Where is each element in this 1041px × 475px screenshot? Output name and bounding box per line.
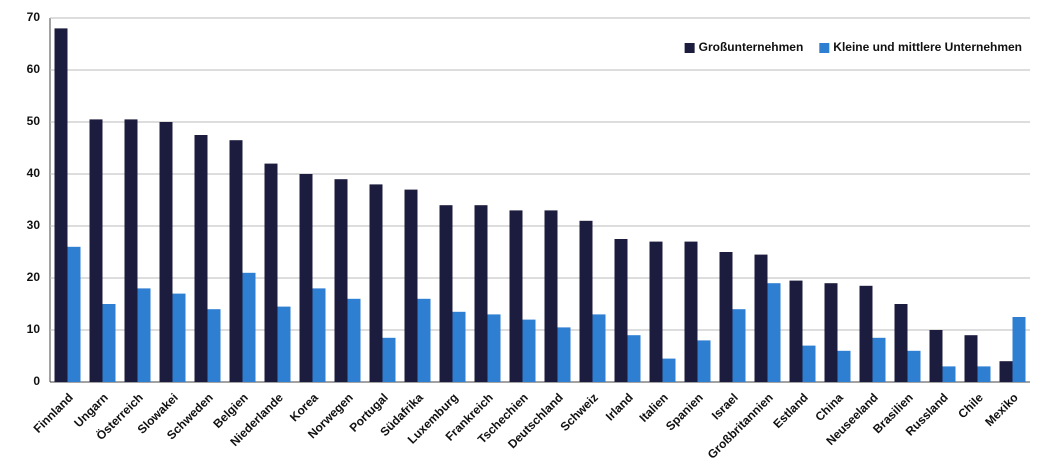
- bar: [452, 311, 466, 382]
- bar: [719, 252, 733, 382]
- bar: [194, 135, 208, 382]
- bar: [264, 163, 278, 382]
- x-tick-label: Finnland: [31, 390, 76, 435]
- bar: [54, 28, 68, 383]
- bar: [417, 298, 431, 382]
- bar: [859, 285, 873, 382]
- y-tick-label: 0: [33, 374, 40, 388]
- bar: [312, 288, 326, 382]
- bar: [964, 335, 978, 382]
- x-tick-label: Schweiz: [557, 390, 600, 433]
- y-tick-label: 60: [27, 62, 41, 76]
- bar: [579, 220, 593, 382]
- bar: [837, 350, 851, 382]
- bar: [404, 189, 418, 382]
- bar: [522, 319, 536, 382]
- x-tick-label: Israel: [709, 390, 741, 422]
- bar: [732, 309, 746, 382]
- x-tick-label: Mexiko: [982, 390, 1021, 429]
- bar: [102, 304, 116, 382]
- bar: [789, 280, 803, 382]
- y-tick-label: 40: [27, 166, 41, 180]
- bar: [942, 366, 956, 382]
- y-tick-label: 30: [27, 218, 41, 232]
- bar: [614, 239, 628, 382]
- bar: [627, 335, 641, 382]
- bar: [662, 358, 676, 382]
- bar: [684, 241, 698, 382]
- bar: [474, 205, 488, 382]
- bar: [382, 337, 396, 382]
- x-tick-label: China: [812, 390, 846, 424]
- bar: [172, 293, 186, 382]
- bar: [299, 174, 313, 382]
- bar: [369, 184, 383, 382]
- legend-label: Kleine und mittlere Unternehmen: [833, 40, 1022, 54]
- bar: [802, 345, 816, 382]
- y-tick-label: 50: [27, 114, 41, 128]
- bar: [544, 210, 558, 382]
- bar: [767, 283, 781, 382]
- bar: [159, 122, 173, 382]
- x-tick-label: Irland: [603, 390, 636, 423]
- bar: [824, 283, 838, 382]
- bar: [977, 366, 991, 382]
- x-tick-label: Chile: [955, 390, 986, 421]
- bar: [347, 298, 361, 382]
- y-tick-label: 70: [27, 10, 41, 24]
- bar: [509, 210, 523, 382]
- legend-swatch: [684, 43, 695, 53]
- bar: [439, 205, 453, 382]
- bar: [649, 241, 663, 382]
- bar: [242, 272, 256, 382]
- legend-label: Großunternehmen: [699, 40, 804, 54]
- y-tick-label: 10: [27, 322, 41, 336]
- bar: [89, 119, 103, 383]
- x-tick-label: Estland: [770, 390, 811, 431]
- bar: [67, 246, 81, 382]
- bar: [697, 340, 711, 382]
- bar: [229, 140, 243, 382]
- bar: [872, 337, 886, 382]
- bar: [334, 179, 348, 382]
- bar: [1012, 317, 1026, 382]
- bar: [592, 314, 606, 382]
- x-tick-label: Spanien: [663, 390, 706, 433]
- bar: [557, 327, 571, 382]
- y-tick-label: 20: [27, 270, 41, 284]
- bar: [137, 288, 151, 382]
- bar: [894, 304, 908, 382]
- bar: [124, 119, 138, 383]
- bar: [907, 350, 921, 382]
- bar: [754, 254, 768, 382]
- bar: [207, 309, 221, 382]
- bar: [277, 306, 291, 382]
- bar: [487, 314, 501, 382]
- bar: [999, 361, 1013, 382]
- x-tick-label: Großbritannien: [705, 390, 776, 461]
- legend-swatch: [819, 43, 830, 53]
- bar: [929, 330, 943, 382]
